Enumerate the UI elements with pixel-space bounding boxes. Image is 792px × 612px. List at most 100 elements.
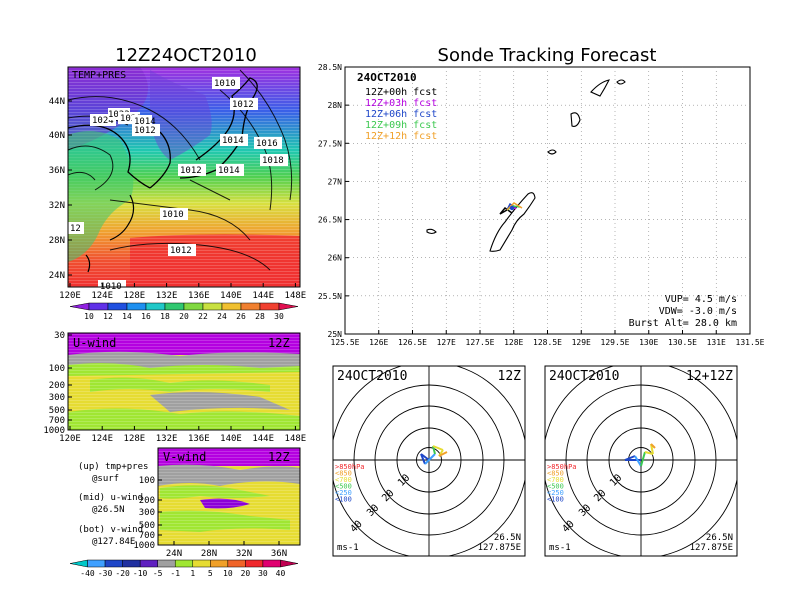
level-label: >850hPa — [547, 463, 577, 471]
launch-marker — [509, 205, 515, 211]
left-title: 12Z24OCT2010 — [115, 45, 257, 66]
svg-text:12Z+12h fcst: 12Z+12h fcst — [365, 131, 437, 142]
tick-label: 32N — [49, 201, 65, 211]
level-label: >850hPa — [335, 463, 365, 471]
svg-text:12Z+00h fcst: 12Z+00h fcst — [365, 87, 437, 98]
track-legend: 12Z+00h fcst 12Z+03h fcst 12Z+06h fcst 1… — [365, 87, 437, 142]
hodograph-date: 24OCT2010 — [549, 369, 619, 384]
colorbar-swatch — [88, 302, 109, 311]
colorbar-label: -10 — [133, 569, 148, 578]
level-label: <100 — [335, 496, 352, 504]
colorbar-swatch — [69, 302, 90, 311]
tick-label: 131.5E — [736, 338, 765, 347]
tick-label: 24N — [49, 271, 65, 281]
svg-text:1010: 1010 — [214, 79, 236, 89]
colorbar-swatch — [107, 302, 128, 311]
tick-label: 126.5E — [398, 338, 427, 347]
tick-label: 127E — [437, 338, 456, 347]
colorbar-label: 1 — [190, 569, 195, 578]
map-x-axis: 125.5E 126E 126.5E 127E 127.5E 128E 128.5E 129E… — [331, 330, 765, 347]
colorbar-label: -1 — [170, 569, 180, 578]
tick-label: 140E — [220, 434, 242, 444]
hodograph-segment — [650, 443, 656, 449]
coastline-south — [109, 194, 135, 241]
hodograph-segment — [438, 451, 448, 457]
colorbar-swatch — [278, 302, 299, 311]
hodograph-time: 12Z — [498, 369, 522, 384]
colorbar-swatch — [174, 559, 194, 568]
tick-label: 26.5N — [318, 216, 342, 225]
svg-text:1016: 1016 — [256, 139, 278, 149]
svg-text:(up) tmp+pres: (up) tmp+pres — [78, 462, 148, 472]
tick-label: 36N — [49, 166, 65, 176]
colorbar-label: -40 — [80, 569, 95, 578]
tick-label: 30 — [54, 331, 65, 341]
korea-landmass — [150, 70, 212, 160]
colorbar-label: 30 — [274, 312, 284, 321]
tick-label: 28.5N — [318, 63, 342, 72]
tick-label: 136E — [188, 434, 210, 444]
svg-text:1012: 1012 — [180, 166, 202, 176]
u-wind-time: 12Z — [268, 336, 290, 350]
tick-label: 36N — [271, 549, 287, 559]
tick-label: 124E — [91, 434, 113, 444]
tick-label: 1000 — [43, 426, 65, 436]
colorbar-swatch — [259, 302, 280, 311]
hodograph-lat: 26.5N — [706, 533, 733, 543]
sonde-map-panel: 24OCT2010 12Z+00h fcst 12Z+03h fcst 12Z+… — [318, 63, 765, 347]
tick-label: 200 — [49, 381, 65, 391]
level-label: <500 — [335, 483, 352, 491]
tick-label: 148E — [285, 434, 307, 444]
svg-text:1014: 1014 — [222, 136, 244, 146]
tick-label: 26N — [328, 254, 343, 263]
svg-text:1018: 1018 — [262, 156, 284, 166]
tick-label: 132E — [156, 291, 178, 301]
tick-label: 127.5E — [466, 338, 495, 347]
colorbar-label: 20 — [241, 569, 251, 578]
tick-label: 40N — [49, 131, 65, 141]
tick-label: 130E — [639, 338, 658, 347]
tick-label: 120E — [59, 291, 81, 301]
tick-label: 124E — [91, 291, 113, 301]
colorbar-label: 5 — [208, 569, 213, 578]
colorbar-label: 20 — [179, 312, 189, 321]
hodograph-lon: 127.875E — [478, 543, 521, 553]
okinawa-island — [489, 192, 536, 252]
svg-text:VUP= 4.5 m/s: VUP= 4.5 m/s — [665, 294, 737, 305]
temperature-colorbar: 10 12 14 16 18 20 22 24 26 28 30 — [69, 302, 299, 321]
colorbar-label: 10 — [84, 312, 94, 321]
tick-label: 148E — [285, 291, 307, 301]
tick-label: 126E — [369, 338, 388, 347]
hodograph-segment — [640, 451, 646, 467]
colorbar-label: 12 — [103, 312, 113, 321]
svg-text:12Z+09h fcst: 12Z+09h fcst — [365, 120, 437, 131]
tick-label: 144E — [252, 291, 274, 301]
hodograph-segment — [634, 455, 642, 467]
tick-label: 129E — [572, 338, 591, 347]
tick-label: 128E — [504, 338, 523, 347]
hodograph-lon: 127.875E — [690, 543, 733, 553]
hodograph-panel-1: 10203040>850hPa<850<700<500<250<10024OCT… — [332, 365, 526, 557]
colorbar-swatch — [183, 302, 204, 311]
tick-label: 136E — [188, 291, 210, 301]
colorbar-swatch — [210, 559, 229, 568]
colorbar-label: 16 — [141, 312, 151, 321]
colorbar-label: 30 — [258, 569, 268, 578]
colorbar-swatch — [192, 559, 211, 568]
colorbar-label: 28 — [255, 312, 265, 321]
tick-label: 27N — [328, 177, 343, 186]
tick-label: 128.5E — [533, 338, 562, 347]
svg-text:12Z+03h fcst: 12Z+03h fcst — [365, 98, 437, 109]
temp-pres-frame — [67, 66, 301, 288]
svg-text:1014: 1014 — [218, 166, 240, 176]
svg-text:(mid) u-wind: (mid) u-wind — [78, 493, 143, 503]
hodograph-panel-2: 10203040>850hPa<850<700<500<250<10024OCT… — [544, 365, 738, 557]
tick-label: 24N — [166, 549, 182, 559]
tick-label: 25.5N — [318, 292, 342, 301]
hodograph-time: 12+12Z — [686, 369, 733, 384]
colorbar-swatch — [164, 302, 185, 311]
level-label: <850 — [335, 470, 352, 478]
colorbar-swatch — [262, 559, 281, 568]
hodograph-segment — [432, 445, 436, 455]
hodograph-segment — [644, 451, 654, 455]
